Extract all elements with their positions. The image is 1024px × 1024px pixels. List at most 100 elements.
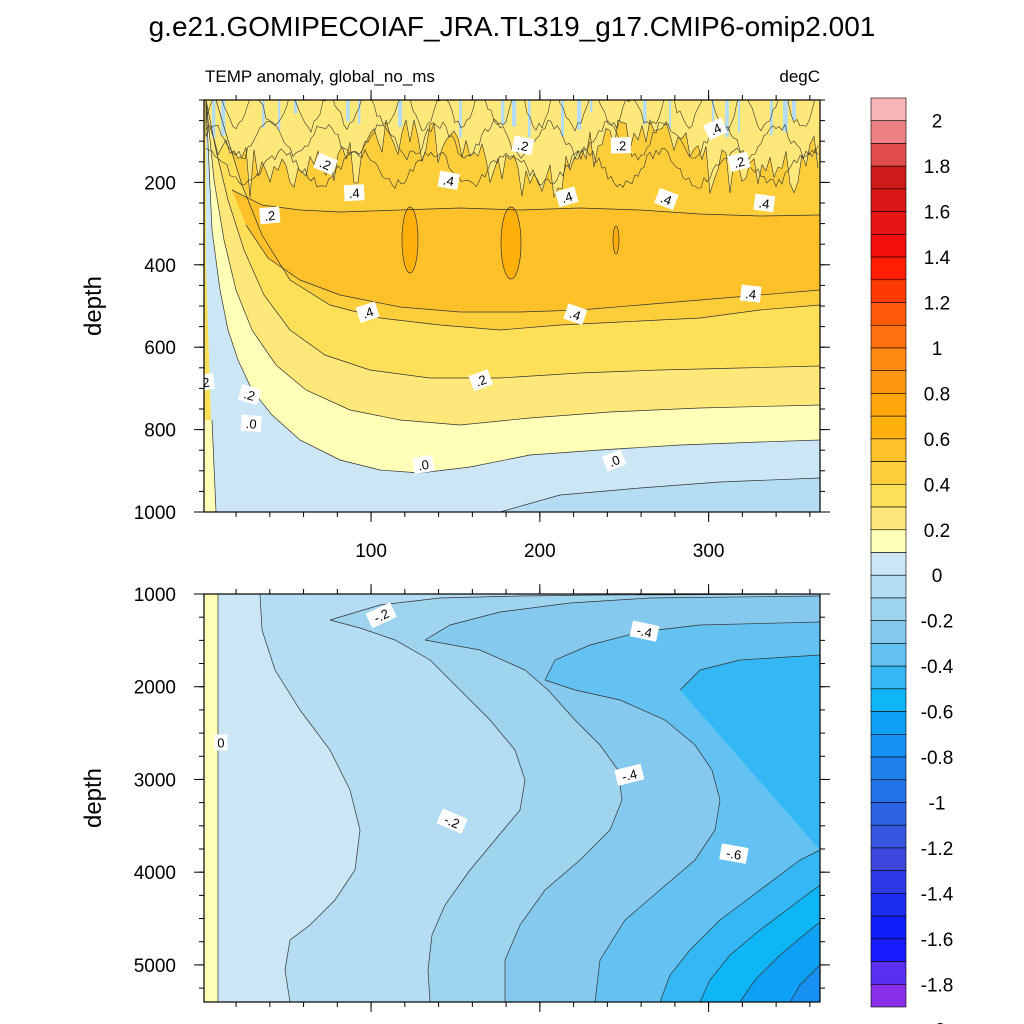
noise-hole bbox=[738, 100, 741, 133]
chart-title: g.e21.GOMIPECOIAF_JRA.TL319_g17.CMIP6-om… bbox=[149, 11, 876, 42]
noise-hole bbox=[725, 100, 729, 138]
contour-label-box bbox=[313, 152, 338, 176]
noise-hole bbox=[577, 100, 582, 130]
contour-label-text: -.4 bbox=[635, 623, 653, 641]
colorbar-box bbox=[870, 143, 907, 167]
y-tick-label: 400 bbox=[144, 256, 176, 277]
contour-label-box bbox=[259, 206, 281, 225]
colorbar-box bbox=[870, 279, 907, 303]
contour-label-box bbox=[727, 151, 751, 172]
contour-label-text: .2 bbox=[615, 138, 626, 153]
contour-label-text: .4 bbox=[758, 195, 771, 211]
noise-contour-line bbox=[205, 100, 819, 199]
colorbar-tick-label: -1.2 bbox=[921, 839, 954, 860]
contour-label-box bbox=[702, 117, 728, 141]
contour-label-box bbox=[204, 373, 215, 392]
colorbar-box bbox=[870, 893, 907, 917]
colorbar-tick-label: -0.2 bbox=[921, 612, 954, 633]
colorbar-box bbox=[870, 484, 907, 508]
x-tick-label: 300 bbox=[693, 541, 725, 562]
contour-label-box bbox=[740, 284, 762, 303]
y-tick-label: 1000 bbox=[134, 503, 176, 524]
upper-neg-band-2 bbox=[500, 478, 820, 512]
contour-label-box bbox=[610, 137, 632, 154]
contour-label-text: .2 bbox=[198, 375, 211, 391]
contour-label: .4 bbox=[702, 117, 728, 141]
contour-label-text: .4 bbox=[745, 286, 757, 302]
contour-label: 0 bbox=[214, 734, 228, 751]
contour-label-box bbox=[343, 184, 365, 202]
upper-y-axis-label: depth bbox=[80, 276, 107, 336]
contour-label-text: 0 bbox=[217, 735, 224, 750]
noise-hole bbox=[712, 100, 715, 124]
noise-hole bbox=[512, 100, 517, 127]
colorbar-box bbox=[870, 324, 907, 349]
contour-label: .2 bbox=[727, 151, 751, 172]
noise-hole bbox=[398, 100, 403, 127]
colorbar-box bbox=[870, 188, 907, 212]
colorbar-box bbox=[870, 643, 907, 667]
noise-hole bbox=[528, 100, 531, 138]
left-string: TEMP anomaly, global_no_ms bbox=[205, 67, 435, 86]
contour-label: .4 bbox=[654, 187, 679, 210]
upper-contour-fill: .4.2.2.2.2.4.4.4.4.4.2.4.4.4.2.2.2.0.0.0 bbox=[198, 100, 820, 512]
noise-hole bbox=[294, 100, 298, 114]
colorbar-tick-label: -1 bbox=[929, 793, 946, 814]
contour-label-box bbox=[719, 843, 749, 864]
noise-hole bbox=[643, 100, 647, 124]
y-tick-label: 600 bbox=[144, 338, 176, 359]
colorbar-tick-label: 1 bbox=[932, 339, 943, 360]
y-tick-label: 800 bbox=[144, 421, 176, 442]
noise-hole bbox=[669, 100, 672, 129]
colorbar-box bbox=[870, 824, 907, 849]
colorbar-tick-label: 2 bbox=[932, 112, 943, 133]
colorbar-tick-label: -1.4 bbox=[921, 884, 954, 905]
contour-label-box bbox=[629, 620, 660, 642]
contour-label-box bbox=[554, 186, 579, 208]
noise-hole bbox=[459, 100, 462, 138]
y-tick-label: 2000 bbox=[134, 678, 176, 699]
colorbar-tick-label: -0.4 bbox=[921, 657, 954, 678]
contour-label-text: .0 bbox=[417, 457, 430, 474]
x-tick-label: 200 bbox=[524, 541, 556, 562]
contour-label-box bbox=[237, 384, 262, 406]
contour-label: .4 bbox=[343, 184, 365, 202]
colorbar-tick-label: 0.6 bbox=[924, 430, 950, 451]
contour-label: -.6 bbox=[719, 843, 749, 864]
colorbar-box bbox=[870, 347, 907, 372]
noise-hole bbox=[770, 100, 773, 135]
contour-label-text: .2 bbox=[317, 155, 333, 173]
contour-label-text: .4 bbox=[360, 304, 375, 322]
colorbar-box bbox=[870, 165, 907, 190]
contour-label: .2 bbox=[511, 135, 535, 156]
contour-label-text: -.6 bbox=[725, 845, 743, 862]
colorbar-box bbox=[870, 461, 907, 485]
contour-label-box bbox=[355, 301, 380, 323]
contour-label-box bbox=[753, 193, 776, 213]
contour-label-box bbox=[436, 808, 468, 834]
colorbar-box bbox=[870, 711, 907, 735]
colorbar-box bbox=[870, 234, 907, 258]
contour-label-text: .2 bbox=[242, 386, 257, 404]
noise-hole bbox=[783, 100, 788, 132]
colorbar-tick-label: 0.8 bbox=[924, 384, 950, 405]
noise-hole bbox=[212, 100, 216, 138]
colorbar-tick-label: 0.4 bbox=[924, 475, 951, 496]
colorbar-box bbox=[870, 415, 907, 440]
contour-label-box bbox=[563, 303, 588, 326]
contour-label: .2 bbox=[610, 137, 632, 154]
contour-label-text: .0 bbox=[606, 452, 622, 470]
contour-label-text: .0 bbox=[245, 416, 257, 432]
contour-label: .4 bbox=[753, 193, 776, 213]
colorbar-tick-label: -1.6 bbox=[921, 930, 954, 951]
noise-hole bbox=[278, 100, 281, 131]
noise-hole bbox=[501, 100, 505, 125]
contour-label-text: .4 bbox=[658, 190, 673, 208]
contour-label-box bbox=[214, 734, 228, 751]
noise-contour-line bbox=[205, 100, 815, 133]
lower-contour-fill: -.2 -.4 0 -.4 -.2 -.6 bbox=[204, 594, 820, 1002]
lower-panel: -.2 -.4 0 -.4 -.2 -.6 1000 2000 3000 4000 5000 de… bbox=[80, 584, 830, 1012]
colorbar-box bbox=[870, 574, 907, 599]
lower-contour-labels: -.2 -.4 0 -.4 -.2 -.6 bbox=[214, 602, 749, 864]
contour-label-text: .4 bbox=[560, 189, 575, 206]
